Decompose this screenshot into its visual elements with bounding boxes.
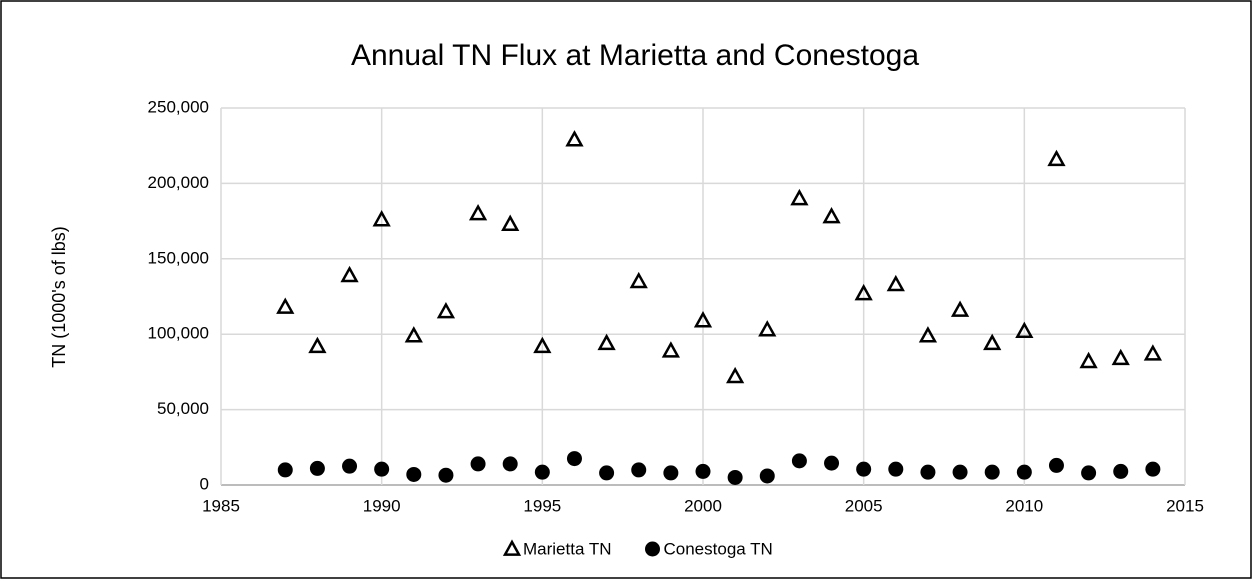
marker-circle xyxy=(645,541,660,557)
marker-circle xyxy=(1081,465,1097,481)
x-tick-label: 2010 xyxy=(1005,496,1043,515)
marker-triangle xyxy=(1047,149,1066,167)
x-tick-label: 1985 xyxy=(202,496,240,515)
marker-circle xyxy=(952,464,968,480)
y-tick-label: 0 xyxy=(200,474,209,493)
marker-triangle xyxy=(726,366,745,384)
marker-triangle xyxy=(1079,351,1098,369)
marker-circle xyxy=(856,461,872,477)
y-tick-label: 50,000 xyxy=(157,399,209,418)
marker-circle xyxy=(438,467,454,483)
x-tick-label: 2015 xyxy=(1166,496,1204,515)
marker-circle xyxy=(984,464,1000,480)
marker-triangle xyxy=(790,188,809,206)
marker-triangle xyxy=(822,207,841,224)
marker-triangle xyxy=(597,333,616,351)
marker-circle xyxy=(888,461,904,477)
marker-circle xyxy=(631,462,647,478)
marker-circle xyxy=(791,453,807,469)
marker-triangle xyxy=(501,214,520,231)
marker-circle xyxy=(342,458,358,474)
marker-circle xyxy=(727,469,743,485)
marker-circle xyxy=(824,455,840,471)
y-tick-label: 200,000 xyxy=(148,173,209,192)
marker-triangle xyxy=(950,300,970,317)
x-tick-label: 2005 xyxy=(845,496,883,515)
marker-circle xyxy=(277,462,293,478)
marker-triangle xyxy=(565,130,584,147)
marker-triangle xyxy=(886,274,905,292)
marker-triangle xyxy=(308,336,327,354)
marker-circle xyxy=(759,468,775,484)
marker-circle xyxy=(1048,457,1064,473)
legend-label: Marietta TN xyxy=(523,539,612,558)
marker-circle xyxy=(920,464,936,480)
marker-triangle xyxy=(436,302,456,319)
marker-triangle xyxy=(918,326,938,343)
marker-triangle xyxy=(758,320,777,337)
y-tick-label: 150,000 xyxy=(148,248,209,267)
marker-triangle xyxy=(693,311,713,328)
marker-circle xyxy=(309,460,325,476)
marker-triangle xyxy=(372,210,391,227)
y-axis-label: TN (1000's of lbs) xyxy=(49,226,69,368)
marker-circle xyxy=(374,461,390,477)
y-tick-label: 100,000 xyxy=(148,324,209,343)
marker-circle xyxy=(1145,461,1161,477)
marker-triangle xyxy=(629,271,648,289)
x-tick-label: 1995 xyxy=(523,496,561,515)
marker-triangle xyxy=(533,336,552,354)
marker-triangle xyxy=(1015,321,1034,339)
chart-title: Annual TN Flux at Marietta and Conestoga xyxy=(351,39,919,72)
marker-circle xyxy=(599,465,615,481)
y-tick-label: 250,000 xyxy=(148,97,209,116)
marker-triangle xyxy=(340,265,359,283)
legend-label: Conestoga TN xyxy=(664,539,773,558)
marker-circle xyxy=(695,463,711,479)
marker-triangle xyxy=(276,297,295,314)
marker-triangle xyxy=(404,326,423,343)
marker-circle xyxy=(663,465,679,481)
marker-circle xyxy=(566,451,582,467)
marker-triangle xyxy=(661,341,680,358)
marker-triangle xyxy=(1111,348,1130,366)
x-tick-label: 2000 xyxy=(684,496,722,515)
marker-circle xyxy=(406,466,422,482)
marker-circle xyxy=(1113,463,1129,479)
marker-triangle xyxy=(468,203,488,221)
marker-triangle xyxy=(854,283,873,301)
marker-circle xyxy=(470,456,486,472)
marker-triangle xyxy=(983,333,1002,351)
marker-triangle xyxy=(1143,344,1162,361)
marker-circle xyxy=(534,464,550,480)
marker-circle xyxy=(502,456,518,472)
marker-circle xyxy=(1016,464,1032,480)
marker-triangle xyxy=(502,539,522,556)
x-tick-label: 1990 xyxy=(363,496,401,515)
